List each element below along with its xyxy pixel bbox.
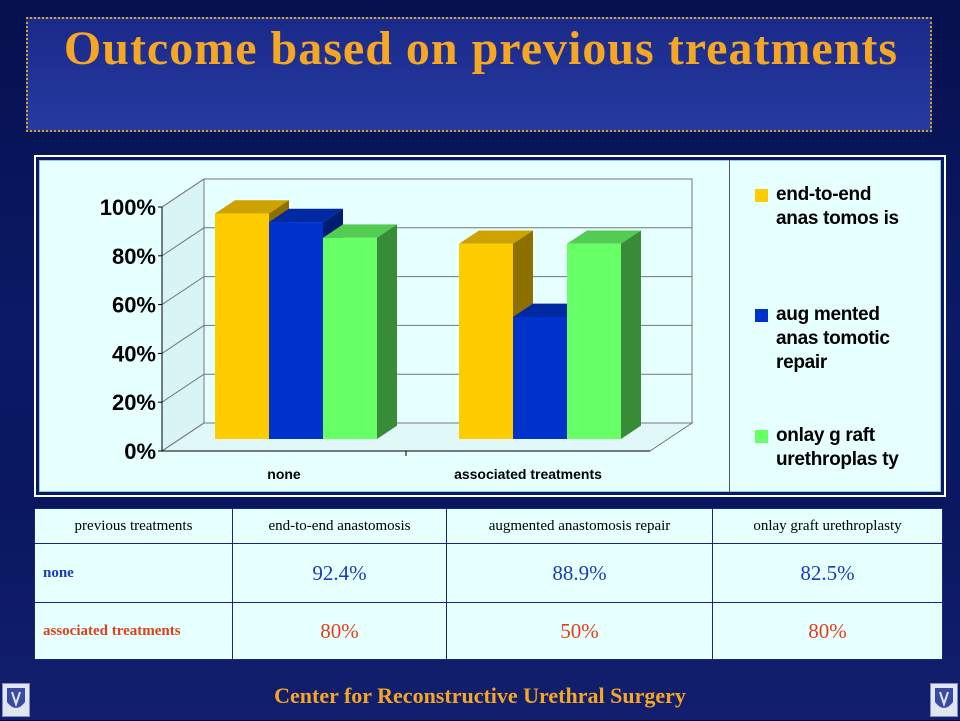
legend-label-augmented: aug mented anas tomotic repair	[776, 304, 890, 373]
table-row: none 92.4% 88.9% 82.5%	[34, 543, 943, 603]
legend-divider	[729, 160, 730, 492]
row-label-associated: associated treatments	[34, 602, 233, 660]
y-tick-label: 80%	[112, 244, 156, 269]
table-cell: 80%	[232, 602, 447, 660]
table-header-row: previous treatments end-to-end anastomos…	[34, 508, 943, 544]
bar-top	[459, 230, 533, 244]
y-tick-label: 0%	[124, 439, 156, 464]
table-header-cell: onlay graft urethroplasty	[712, 508, 943, 544]
bar-top	[269, 208, 343, 223]
x-tick-label: associated treatments	[454, 466, 602, 482]
legend-label-onlay: onlay g raft urethroplas ty	[776, 425, 899, 470]
gridline	[161, 227, 692, 257]
table-cell: 50%	[446, 602, 713, 660]
slide-title: Outcome based on previous treatments	[63, 22, 899, 75]
left-logo-icon	[2, 683, 30, 717]
legend-swatch-onlay	[755, 430, 768, 443]
bar	[459, 243, 513, 439]
bar-top	[567, 230, 641, 244]
results-table: previous treatments end-to-end anastomos…	[34, 508, 943, 660]
legend-label-end-to-end: end-to-end anas tomos is	[776, 184, 899, 229]
y-tick-label: 100%	[100, 195, 156, 220]
table-header-cell: end-to-end anastomosis	[232, 508, 447, 544]
y-tick-label: 60%	[112, 293, 156, 318]
table-cell: 82.5%	[712, 543, 943, 603]
bar	[269, 222, 323, 439]
right-logo-icon	[930, 683, 958, 717]
bar	[215, 213, 269, 439]
chart-side-wall	[161, 178, 205, 452]
legend-item-end-to-end: end-to-end anas tomos is	[755, 183, 946, 231]
x-tick-label: none	[267, 466, 301, 482]
table-cell: 88.9%	[446, 543, 713, 603]
bar-top	[215, 200, 289, 214]
bar-chart: 0% 20% 40% 60% 80% 100% none associated treatme…	[100, 178, 694, 482]
legend-swatch-end-to-end	[755, 189, 768, 202]
gridline	[161, 178, 692, 208]
bar-side	[377, 224, 397, 439]
bar-side	[621, 230, 641, 439]
title-box: Outcome based on previous treatments	[26, 17, 932, 132]
bar	[567, 243, 621, 439]
table-cell: 92.4%	[232, 543, 447, 603]
legend-swatch-augmented	[755, 309, 768, 322]
row-label-none: none	[34, 543, 233, 603]
bar	[513, 317, 567, 439]
bar-top	[323, 224, 397, 238]
bar	[323, 237, 377, 439]
table-cell: 80%	[712, 602, 943, 660]
legend-item-onlay: onlay g raft urethroplas ty	[755, 424, 946, 472]
table-header-cell: augmented anastomosis repair	[446, 508, 713, 544]
table-row: associated treatments 80% 50% 80%	[34, 602, 943, 660]
legend-item-augmented: aug mented anas tomotic repair	[755, 303, 946, 375]
y-tick-label: 40%	[112, 341, 156, 366]
y-tick-label: 20%	[112, 390, 156, 415]
footer-text: Center for Reconstructive Urethral Surge…	[274, 683, 686, 708]
table-header-cell: previous treatments	[34, 508, 233, 544]
